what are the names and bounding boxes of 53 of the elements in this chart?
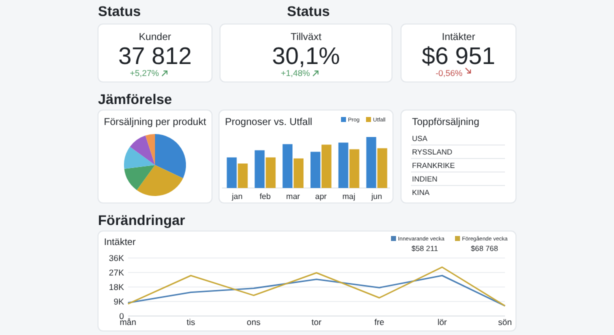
y-tick-label: 18K: [108, 282, 124, 292]
text: Status: [98, 3, 141, 19]
bar: [266, 157, 276, 188]
text: 37 812: [118, 43, 192, 70]
line-series: [127, 266, 506, 307]
category-label: Intäkter: [442, 32, 476, 43]
bar: [377, 148, 388, 188]
bar: [282, 144, 292, 188]
x-tick-label: feb: [260, 192, 272, 201]
x-tick-label: fre: [374, 317, 385, 327]
data-label: -0,56%: [436, 68, 463, 78]
text: Toppförsäljning: [412, 117, 480, 128]
pie-slice: [124, 146, 155, 169]
category-label: Kunder: [138, 32, 172, 43]
y-tick-label: 27K: [108, 268, 124, 278]
x-tick-label: jun: [370, 192, 382, 201]
bar: [238, 164, 248, 188]
pie-slice: [136, 165, 184, 196]
bar: [226, 157, 237, 188]
pie-slice: [155, 134, 186, 178]
y-tick-label: 36K: [108, 253, 124, 263]
x-tick-label: mar: [286, 192, 300, 201]
bar: [294, 158, 304, 188]
text: Förändringar: [98, 212, 186, 228]
x-tick-label: lör: [437, 317, 448, 327]
text: Status: [287, 3, 330, 19]
text: Jämförelse: [98, 91, 172, 107]
bar: [254, 150, 265, 188]
pie-slice: [145, 134, 155, 165]
y-tick-label: 9K: [114, 296, 124, 306]
chart-title: Intäkter: [104, 237, 136, 248]
data-label: +5,27%: [130, 68, 160, 78]
chart-title: Prognoser vs. Utfall: [225, 117, 312, 128]
x-tick-label: maj: [342, 192, 356, 201]
bar: [338, 142, 348, 188]
pie-slice: [124, 165, 155, 190]
category-label: Tillväxt: [290, 32, 322, 43]
x-tick-label: sön: [498, 317, 512, 327]
data-label: +1,48%: [280, 68, 310, 78]
text: $6 951: [422, 43, 496, 70]
bar: [322, 144, 332, 188]
bar: [310, 152, 320, 188]
bar: [366, 137, 376, 188]
x-tick-label: ons: [246, 317, 261, 327]
text: 30,1%: [272, 43, 340, 70]
x-tick-label: apr: [315, 192, 328, 201]
pie-slice: [130, 136, 155, 165]
line-series: [127, 274, 506, 307]
x-tick-label: tor: [312, 317, 322, 327]
chart-title: Försäljning per produkt: [104, 117, 206, 128]
x-tick-label: tis: [186, 317, 196, 327]
x-tick-label: jan: [230, 192, 243, 201]
bar: [349, 149, 360, 188]
